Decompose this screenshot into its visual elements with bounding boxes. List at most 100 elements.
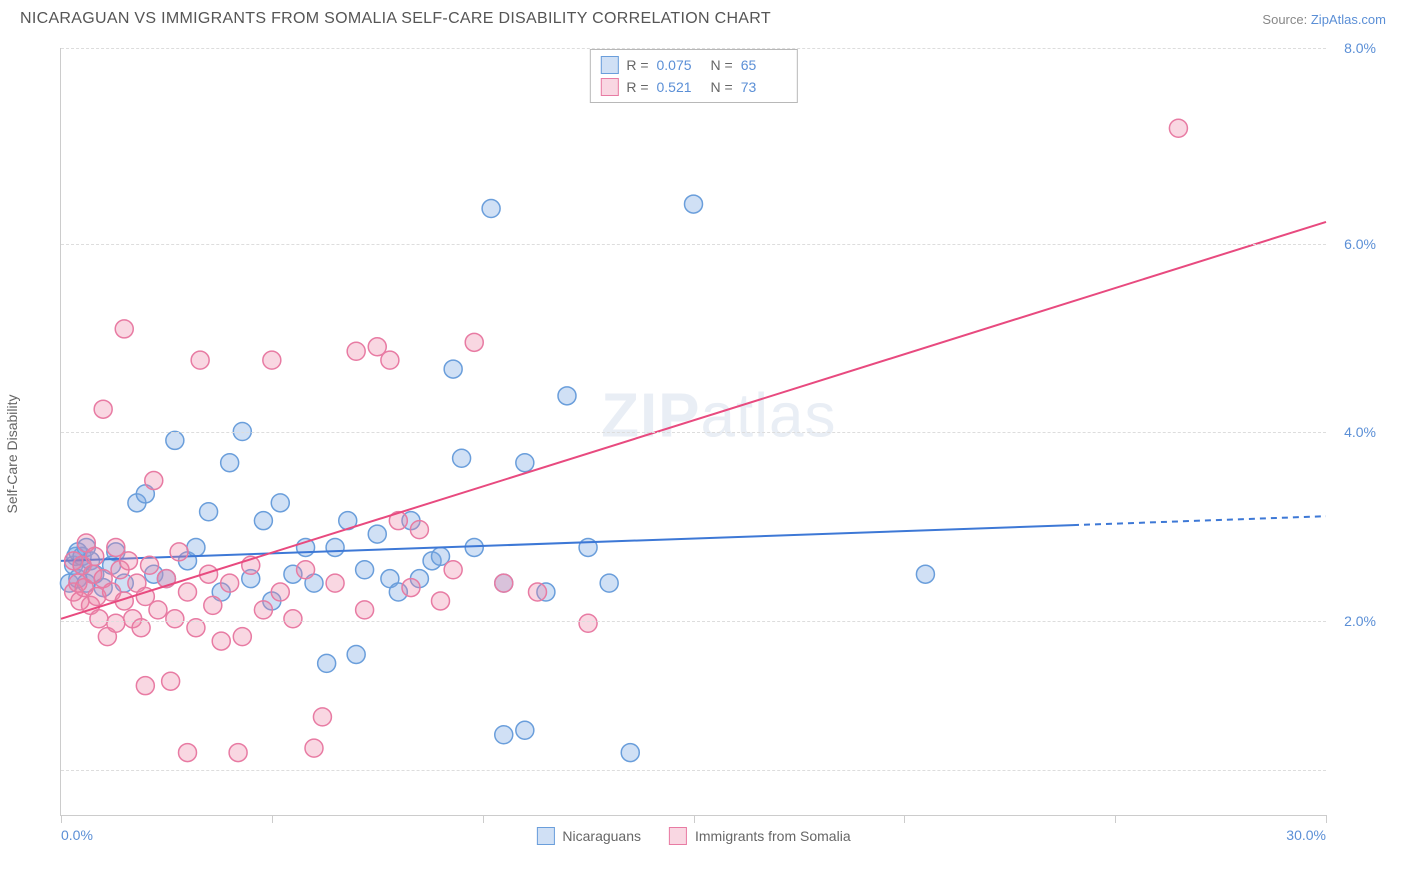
data-point — [347, 645, 365, 663]
data-point — [149, 601, 167, 619]
data-point — [107, 614, 125, 632]
x-tick — [1326, 815, 1327, 823]
data-point — [305, 739, 323, 757]
data-point — [187, 538, 205, 556]
x-tick — [61, 815, 62, 823]
data-point — [685, 195, 703, 213]
gridline — [61, 770, 1326, 771]
data-point — [381, 351, 399, 369]
data-point — [179, 744, 197, 762]
data-point — [495, 726, 513, 744]
n-value: 73 — [741, 79, 787, 95]
data-point — [313, 708, 331, 726]
data-point — [356, 561, 374, 579]
y-tick-label: 8.0% — [1344, 40, 1376, 56]
data-point — [271, 583, 289, 601]
data-point — [162, 672, 180, 690]
data-point — [233, 628, 251, 646]
n-value: 65 — [741, 57, 787, 73]
data-point — [1169, 119, 1187, 137]
data-point — [166, 610, 184, 628]
data-point — [528, 583, 546, 601]
data-point — [145, 472, 163, 490]
source: Source: ZipAtlas.com — [1262, 12, 1386, 27]
r-label: R = — [626, 57, 648, 73]
data-point — [482, 200, 500, 218]
data-point — [356, 601, 374, 619]
data-point — [326, 574, 344, 592]
data-point — [347, 342, 365, 360]
data-point — [221, 574, 239, 592]
x-tick-label: 0.0% — [61, 827, 93, 843]
data-point — [465, 333, 483, 351]
x-tick — [272, 815, 273, 823]
r-value: 0.521 — [657, 79, 703, 95]
y-tick-label: 2.0% — [1344, 613, 1376, 629]
regression-line — [61, 222, 1326, 619]
data-point — [200, 503, 218, 521]
data-point — [600, 574, 618, 592]
data-point — [115, 320, 133, 338]
x-tick-label: 30.0% — [1286, 827, 1326, 843]
x-tick — [694, 815, 695, 823]
scatter-plot: ZIPatlas R = 0.075 N = 65 R = 0.521 N = … — [60, 48, 1326, 816]
data-point — [558, 387, 576, 405]
gridline — [61, 432, 1326, 433]
data-point — [212, 632, 230, 650]
data-point — [402, 579, 420, 597]
legend-swatch — [600, 78, 618, 96]
legend-swatch — [669, 827, 687, 845]
data-point — [368, 525, 386, 543]
data-point — [284, 610, 302, 628]
data-point — [136, 677, 154, 695]
source-label: Source: — [1262, 12, 1307, 27]
data-point — [221, 454, 239, 472]
data-point — [170, 543, 188, 561]
data-point — [191, 351, 209, 369]
stats-legend-row: R = 0.521 N = 73 — [600, 76, 786, 98]
legend-label: Immigrants from Somalia — [695, 828, 851, 844]
data-point — [297, 561, 315, 579]
n-label: N = — [711, 57, 733, 73]
data-point — [495, 574, 513, 592]
r-label: R = — [626, 79, 648, 95]
data-point — [263, 351, 281, 369]
gridline — [61, 621, 1326, 622]
legend-swatch — [536, 827, 554, 845]
data-point — [410, 521, 428, 539]
data-point — [916, 565, 934, 583]
data-point — [271, 494, 289, 512]
stats-legend-row: R = 0.075 N = 65 — [600, 54, 786, 76]
y-tick-label: 4.0% — [1344, 424, 1376, 440]
data-point — [86, 547, 104, 565]
source-link[interactable]: ZipAtlas.com — [1311, 12, 1386, 27]
data-point — [444, 360, 462, 378]
regression-line — [61, 525, 1073, 561]
data-point — [516, 721, 534, 739]
header: NICARAGUAN VS IMMIGRANTS FROM SOMALIA SE… — [0, 0, 1406, 36]
data-point — [444, 561, 462, 579]
data-point — [90, 610, 108, 628]
data-point — [621, 744, 639, 762]
data-point — [254, 601, 272, 619]
y-axis-label: Self-Care Disability — [4, 394, 20, 513]
chart-area: Self-Care Disability ZIPatlas R = 0.075 … — [20, 36, 1386, 856]
legend-label: Nicaraguans — [562, 828, 641, 844]
r-value: 0.075 — [657, 57, 703, 73]
data-point — [453, 449, 471, 467]
gridline — [61, 48, 1326, 49]
legend-item: Immigrants from Somalia — [669, 827, 851, 845]
data-point — [204, 596, 222, 614]
data-point — [326, 538, 344, 556]
data-point — [318, 654, 336, 672]
legend-item: Nicaraguans — [536, 827, 641, 845]
data-point — [516, 454, 534, 472]
data-point — [229, 744, 247, 762]
data-point — [94, 400, 112, 418]
x-tick — [483, 815, 484, 823]
n-label: N = — [711, 79, 733, 95]
stats-legend: R = 0.075 N = 65 R = 0.521 N = 73 — [589, 49, 797, 103]
bottom-legend: Nicaraguans Immigrants from Somalia — [536, 827, 850, 845]
y-tick-label: 6.0% — [1344, 236, 1376, 252]
chart-title: NICARAGUAN VS IMMIGRANTS FROM SOMALIA SE… — [20, 10, 771, 28]
